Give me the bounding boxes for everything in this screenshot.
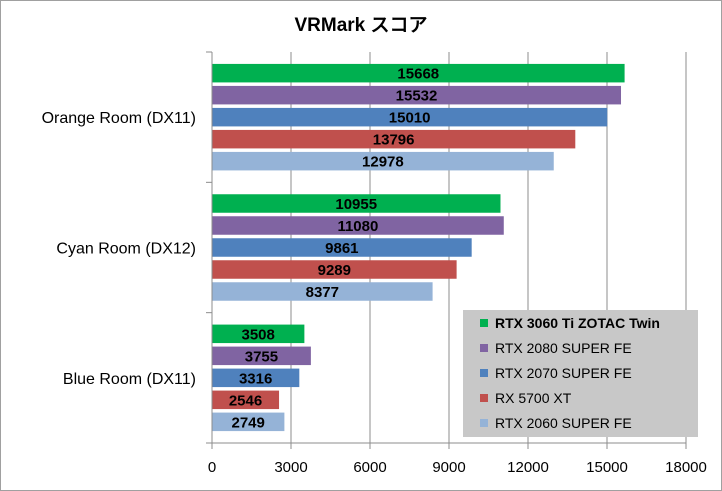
legend-swatch bbox=[480, 419, 488, 427]
bar bbox=[212, 194, 501, 213]
data-label: 13796 bbox=[373, 132, 415, 149]
bar bbox=[212, 129, 576, 149]
legend-swatch bbox=[480, 319, 488, 327]
legend-label: RX 5700 XT bbox=[495, 390, 572, 406]
bar bbox=[212, 260, 457, 279]
data-label: 15532 bbox=[396, 88, 438, 105]
data-label: 8377 bbox=[306, 284, 339, 301]
data-label: 15010 bbox=[389, 110, 431, 127]
bar bbox=[212, 85, 622, 105]
data-label: 12978 bbox=[362, 154, 404, 171]
bar bbox=[212, 282, 433, 301]
chart-title: VRMark スコア bbox=[294, 15, 428, 36]
legend-swatch bbox=[480, 344, 488, 352]
x-tick-label: 18000 bbox=[665, 459, 707, 476]
legend-label: RTX 2080 SUPER FE bbox=[495, 340, 632, 356]
x-tick-label: 9000 bbox=[432, 459, 465, 476]
bar bbox=[212, 390, 280, 410]
bar bbox=[212, 216, 504, 235]
bar bbox=[212, 412, 285, 432]
data-label: 2749 bbox=[232, 414, 265, 431]
legend bbox=[463, 310, 698, 437]
x-tick-label: 3000 bbox=[274, 459, 307, 476]
legend-label: RTX 2060 SUPER FE bbox=[495, 415, 632, 431]
legend-swatch bbox=[480, 394, 488, 402]
data-label: 15668 bbox=[397, 66, 439, 83]
bar bbox=[212, 346, 311, 366]
category-label: Cyan Room (DX12) bbox=[56, 241, 196, 258]
category-label: Orange Room (DX11) bbox=[42, 110, 196, 127]
data-label: 3755 bbox=[245, 348, 278, 365]
data-label: 2546 bbox=[229, 392, 262, 409]
x-tick-label: 0 bbox=[208, 459, 216, 476]
data-label: 10955 bbox=[335, 196, 377, 213]
legend-label: RTX 3060 Ti ZOTAC Twin bbox=[495, 315, 660, 331]
category-label: Blue Room (DX11) bbox=[63, 371, 196, 388]
bar bbox=[212, 368, 300, 388]
bar bbox=[212, 107, 608, 127]
data-label: 11080 bbox=[337, 218, 378, 235]
x-tick-label: 6000 bbox=[353, 459, 386, 476]
x-tick-label: 15000 bbox=[586, 459, 628, 476]
data-label: 9289 bbox=[318, 262, 351, 279]
data-label: 3508 bbox=[242, 326, 275, 343]
bar bbox=[212, 151, 554, 171]
data-label: 9861 bbox=[325, 240, 358, 257]
legend-label: RTX 2070 SUPER FE bbox=[495, 365, 632, 381]
bar bbox=[212, 63, 625, 83]
bar bbox=[212, 324, 305, 344]
data-label: 3316 bbox=[239, 370, 272, 387]
bar bbox=[212, 238, 472, 257]
legend-swatch bbox=[480, 369, 488, 377]
x-tick-label: 12000 bbox=[507, 459, 549, 476]
